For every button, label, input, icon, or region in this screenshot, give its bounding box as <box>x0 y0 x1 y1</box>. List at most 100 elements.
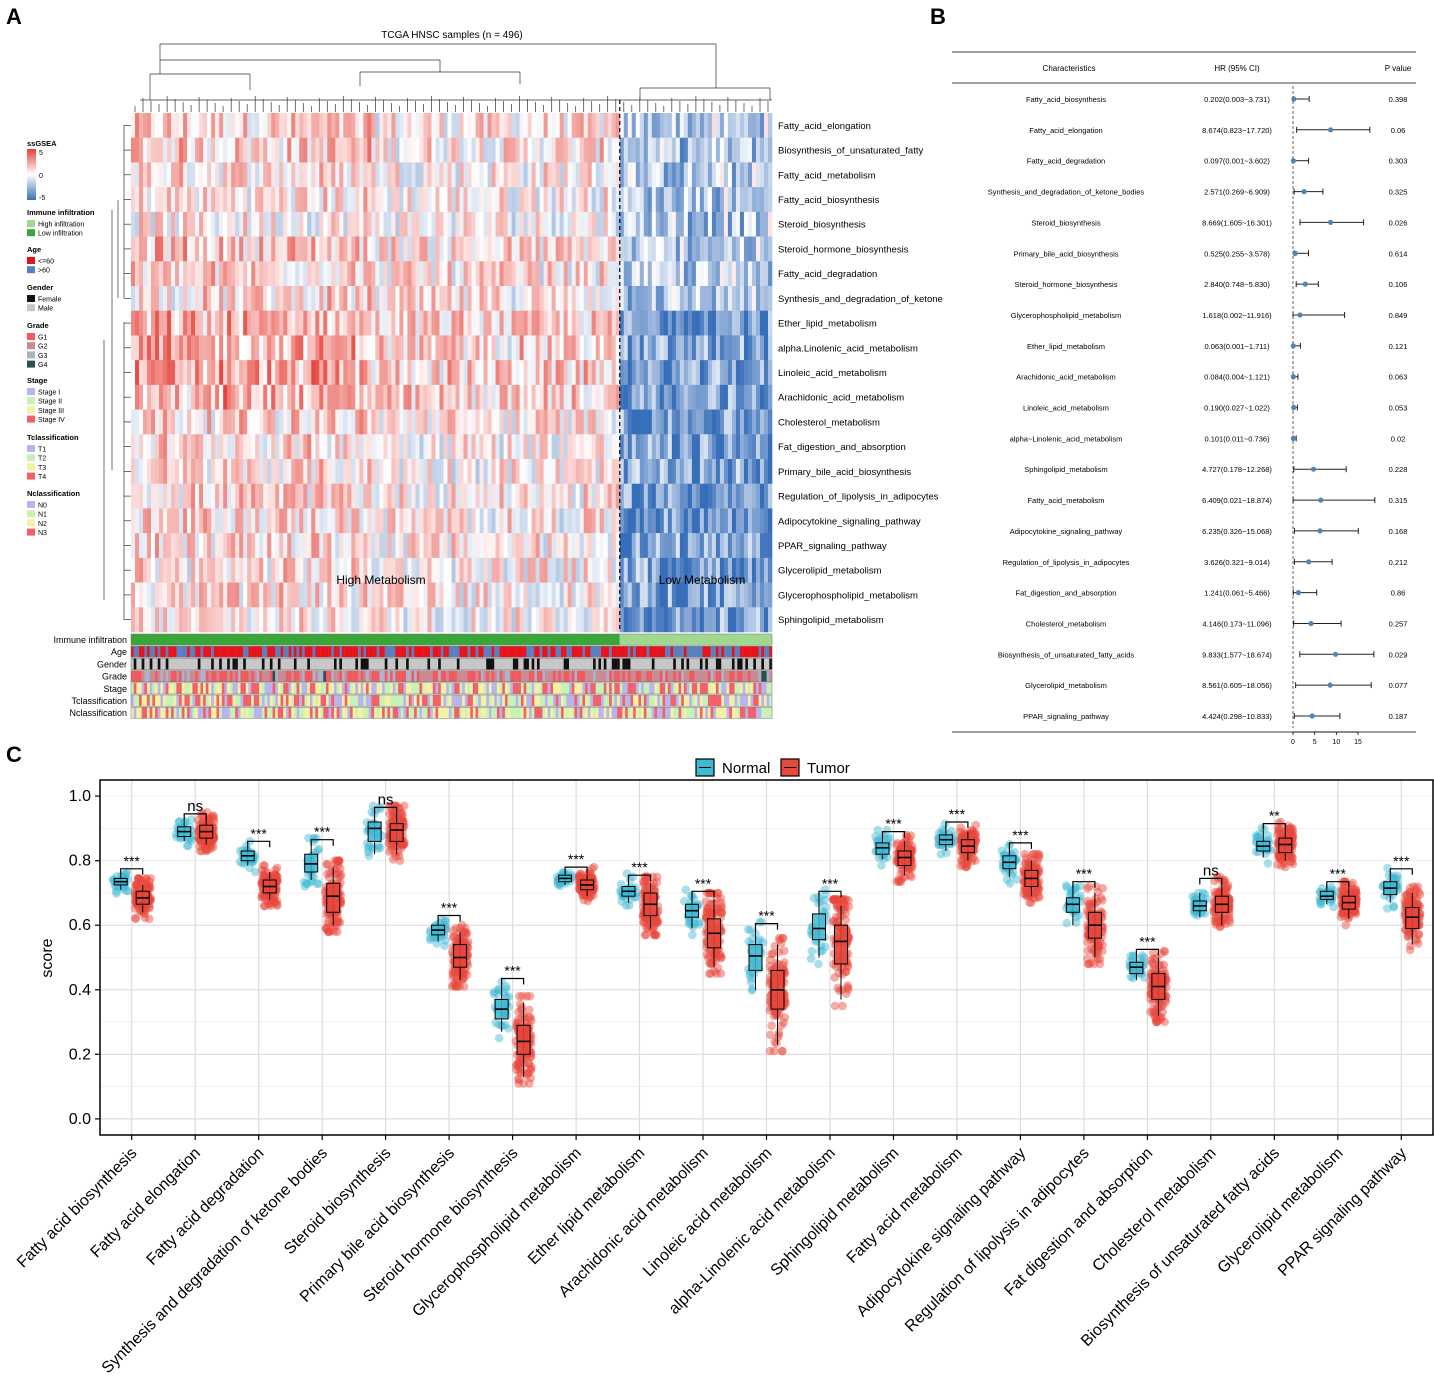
annotation-cell <box>475 646 479 658</box>
heatmap-cell <box>263 384 268 410</box>
annotation-cell <box>299 707 303 719</box>
heatmap-cell <box>195 137 200 163</box>
heatmap-cell <box>143 483 148 509</box>
heatmap-cell <box>591 187 597 213</box>
annotation-cell <box>141 670 145 682</box>
annotation-cell <box>203 658 206 670</box>
heatmap-cell <box>203 533 208 559</box>
heatmap-cell <box>139 261 144 287</box>
heatmap-cell <box>439 187 444 213</box>
heatmap-cell <box>579 384 585 410</box>
annotation-cell <box>448 682 452 694</box>
annotation-cell <box>769 658 773 670</box>
annotation-cell <box>742 707 746 719</box>
heatmap-cell <box>531 557 536 583</box>
heatmap-cell <box>691 162 697 188</box>
heatmap-cell <box>163 483 168 509</box>
heatmap-cell <box>483 508 488 534</box>
heatmap-cell <box>755 187 761 213</box>
annotation-track-label: Age <box>111 647 127 657</box>
annotation-cell <box>208 695 212 707</box>
heatmap-cell <box>543 582 548 608</box>
heatmap-cell <box>747 483 753 509</box>
heatmap-cell <box>295 557 300 583</box>
annotation-cell <box>544 682 548 694</box>
annotation-cell <box>213 707 217 719</box>
heatmap-cell <box>167 261 172 287</box>
heatmap-cell <box>427 459 432 485</box>
annotation-cell <box>259 658 263 670</box>
annotation-cell <box>133 682 137 694</box>
heatmap-cell <box>659 236 665 262</box>
annotation-cell <box>320 658 324 670</box>
heatmap-cell <box>495 236 500 262</box>
heatmap-cell <box>195 360 200 386</box>
heatmap-cell <box>655 434 661 460</box>
annotation-cell <box>216 670 220 682</box>
heatmap-cell <box>607 533 613 559</box>
heatmap-cell <box>715 113 721 139</box>
heatmap-cell <box>711 533 717 559</box>
heatmap-cell <box>367 508 372 534</box>
heatmap-cell <box>763 236 769 262</box>
annotation-cell <box>552 670 556 682</box>
heatmap-cell <box>679 335 685 361</box>
heatmap-cell <box>499 459 504 485</box>
annotation-cell <box>467 707 471 719</box>
heatmap-cell <box>683 236 689 262</box>
heatmap-cell <box>163 211 168 237</box>
heatmap-cell <box>767 211 773 237</box>
heatmap-cell <box>367 434 372 460</box>
heatmap-cell <box>427 236 432 262</box>
heatmap-cell <box>135 261 140 287</box>
heatmap-cell <box>491 113 496 139</box>
heatmap-cell <box>527 434 532 460</box>
annotation-cell <box>456 682 460 694</box>
annotation-cell <box>518 682 522 694</box>
heatmap-cell <box>179 236 184 262</box>
annotation-cell <box>192 646 196 658</box>
annotation-cell <box>667 646 671 658</box>
heatmap-cell <box>743 187 749 213</box>
heatmap-cell <box>555 261 560 287</box>
heatmap-cell <box>223 508 228 534</box>
heatmap-cell <box>159 384 164 410</box>
heatmap-cell <box>507 384 512 410</box>
annotation-cell <box>440 707 444 719</box>
annotation-cell <box>547 658 551 670</box>
heatmap-cell <box>595 113 601 139</box>
heatmap-cell <box>519 360 524 386</box>
heatmap-cell <box>147 533 152 559</box>
annotation-cell <box>464 646 468 658</box>
annotation-cell <box>152 695 156 707</box>
heatmap-cell <box>467 261 472 287</box>
annotation-track-frame <box>130 694 773 707</box>
heatmap-cell <box>579 113 585 139</box>
annotation-cell <box>721 707 725 719</box>
heatmap-cell <box>455 261 460 287</box>
heatmap-cell <box>503 459 508 485</box>
heatmap-cell <box>559 211 564 237</box>
heatmap-cell <box>275 409 280 435</box>
heatmap-cell <box>167 236 172 262</box>
heatmap-cell <box>603 434 609 460</box>
heatmap-cell <box>219 162 224 188</box>
heatmap-cell <box>631 582 637 608</box>
heatmap-cell <box>451 607 456 633</box>
heatmap-cell <box>691 310 697 336</box>
heatmap-cell <box>339 483 344 509</box>
heatmap-cell <box>703 310 709 336</box>
annotation-cell <box>590 682 594 694</box>
heatmap-cell <box>679 310 685 336</box>
heatmap-cell <box>583 360 589 386</box>
heatmap-cell <box>547 434 552 460</box>
annotation-cell <box>475 682 479 694</box>
heatmap-cell <box>143 211 148 237</box>
annotation-cell <box>333 670 337 682</box>
heatmap-cell <box>623 236 629 262</box>
ssgsea-tick: -5 <box>39 195 45 202</box>
heatmap-cell <box>131 187 136 213</box>
heatmap-cell <box>599 434 605 460</box>
heatmap-cell <box>371 360 376 386</box>
annotation-cell <box>582 682 586 694</box>
